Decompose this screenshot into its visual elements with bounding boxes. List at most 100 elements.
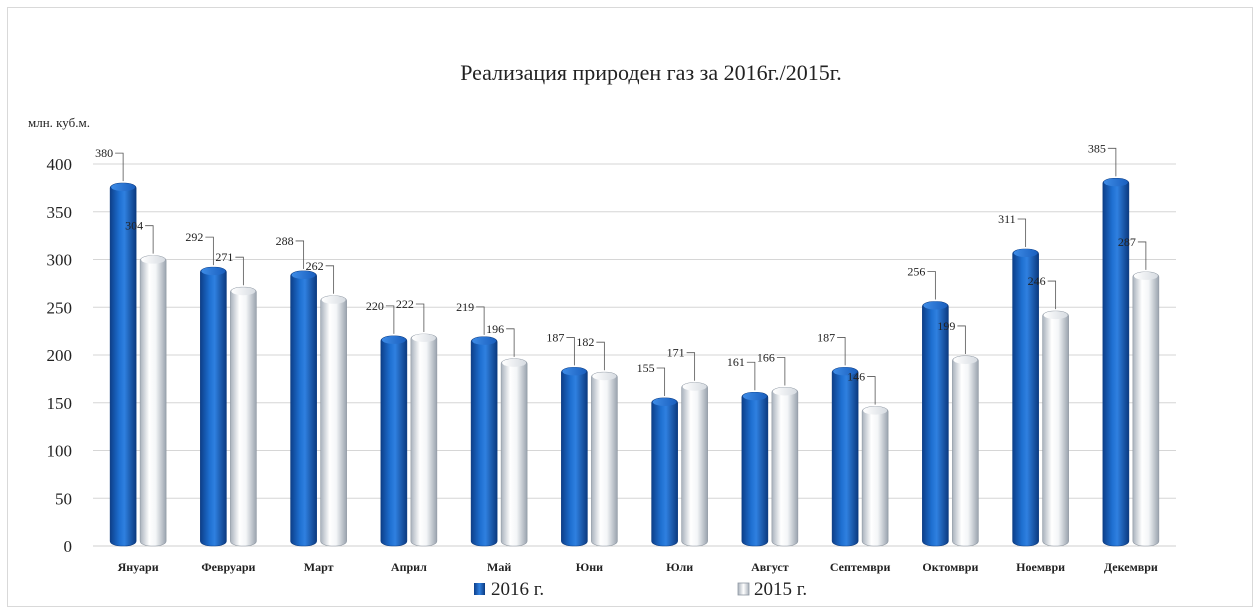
bar-cap [863,406,888,415]
data-label: 199 [937,319,955,333]
bar-cap [291,270,316,279]
bar-2015 [952,355,979,547]
data-label-leader [325,265,335,294]
bar-cap [562,367,587,376]
x-tick-label: Май [487,560,511,574]
data-label-leader [385,305,395,334]
data-label-leader [235,256,244,286]
chart-frame: Реализация природен газ за 2016г./2015г.… [7,7,1253,607]
x-tick-label: Март [304,560,334,574]
data-label-leader [506,328,515,357]
bar-cap [321,295,346,304]
chart-title: Реализация природен газ за 2016г./2015г. [460,60,842,85]
data-label: 222 [396,297,414,311]
data-label: 155 [637,361,655,375]
bar-2015 [500,358,528,547]
x-tick-label: Февруари [201,560,255,574]
x-tick-label: Септември [830,560,891,574]
data-label-leader [837,337,846,366]
bar-cap [953,355,978,364]
bar-cap [682,382,707,391]
y-tick-label: 200 [47,346,73,365]
bar-2016 [470,336,498,547]
bar-2016 [922,301,949,547]
bar-2016 [290,270,317,547]
data-label: 182 [576,335,594,349]
bar-cap [742,392,767,401]
data-label-leader [415,303,425,332]
bar-cap [231,287,256,296]
data-label: 380 [95,146,113,160]
y-tick-label: 0 [64,537,73,556]
bar-cap [1103,178,1128,187]
data-label: 385 [1088,141,1106,155]
x-tick-label: Януари [118,560,159,574]
data-label-leader [686,352,696,381]
data-label-leader [776,357,786,386]
data-label: 288 [276,234,294,248]
legend-swatch-2015 [737,582,750,596]
data-label-leader [1137,241,1147,270]
bar-2015 [410,333,438,547]
data-label: 220 [366,299,384,313]
data-label: 304 [125,219,143,233]
y-axis-ticks: 0 50 100 150 200 250 300 350 400 [47,155,73,556]
data-label-leader [476,306,485,335]
bar-cap [411,333,436,342]
bar-2016 [1102,178,1130,547]
data-label: 166 [757,350,775,364]
data-label: 271 [215,250,233,264]
y-tick-label: 100 [47,442,73,461]
legend-label-2016: 2016 г. [491,579,544,600]
bar-2015 [139,255,167,547]
bar-cap [502,358,527,367]
bar-cap [111,183,136,192]
bar-cap [1013,248,1038,257]
x-tick-label: Декември [1104,560,1158,574]
data-label-leader [746,361,756,391]
data-label: 287 [1118,235,1136,249]
bar-2015 [320,295,347,547]
y-tick-label: 400 [47,155,73,174]
bar-cap [141,255,166,264]
y-tick-label: 300 [47,251,73,270]
bar-2015 [861,406,889,547]
data-label-leader [295,240,305,269]
bar-2015 [591,371,618,547]
bar-2015 [771,387,799,547]
data-label-leader [1047,280,1057,310]
bar-cap [201,267,226,276]
x-tick-label: Август [751,560,789,574]
bar-cap [772,387,797,396]
bar-cap [1133,271,1158,280]
data-label-leader [957,325,966,354]
x-axis-ticks: Януари Февруари Март Април Май Юни Юли Август Се… [118,560,1158,574]
x-tick-label: Април [391,560,427,574]
chart-canvas: Реализация природен газ за 2016г./2015г.… [28,60,1176,600]
bar-cap [592,372,617,381]
bar-cap [923,301,948,310]
bar-2016 [831,367,859,547]
data-label-leader [927,271,936,300]
y-tick-label: 350 [47,203,73,222]
data-label-leader [656,367,666,396]
bar-2016 [200,266,227,547]
bar-cap [833,367,858,376]
legend-swatch-2016 [474,583,485,595]
data-label-leader [867,376,876,405]
bars [109,178,1160,547]
bar-2015 [681,382,708,547]
bar-2016 [651,397,678,547]
data-label: 262 [306,259,324,273]
bar-2015 [230,286,257,547]
legend: 2016 г. 2015 г. [474,579,807,600]
data-label: 246 [1028,274,1046,288]
data-label: 187 [546,330,564,344]
bar-2016 [380,335,408,547]
bar-cap [472,336,497,345]
bar-2015 [1042,310,1069,547]
data-label-leader [115,152,124,182]
data-label-leader [566,337,575,366]
bar-cap [1043,311,1068,320]
data-labels: 380 304 292 271 288 262 220 222 219 196 187 182 155 1… [95,141,1147,405]
